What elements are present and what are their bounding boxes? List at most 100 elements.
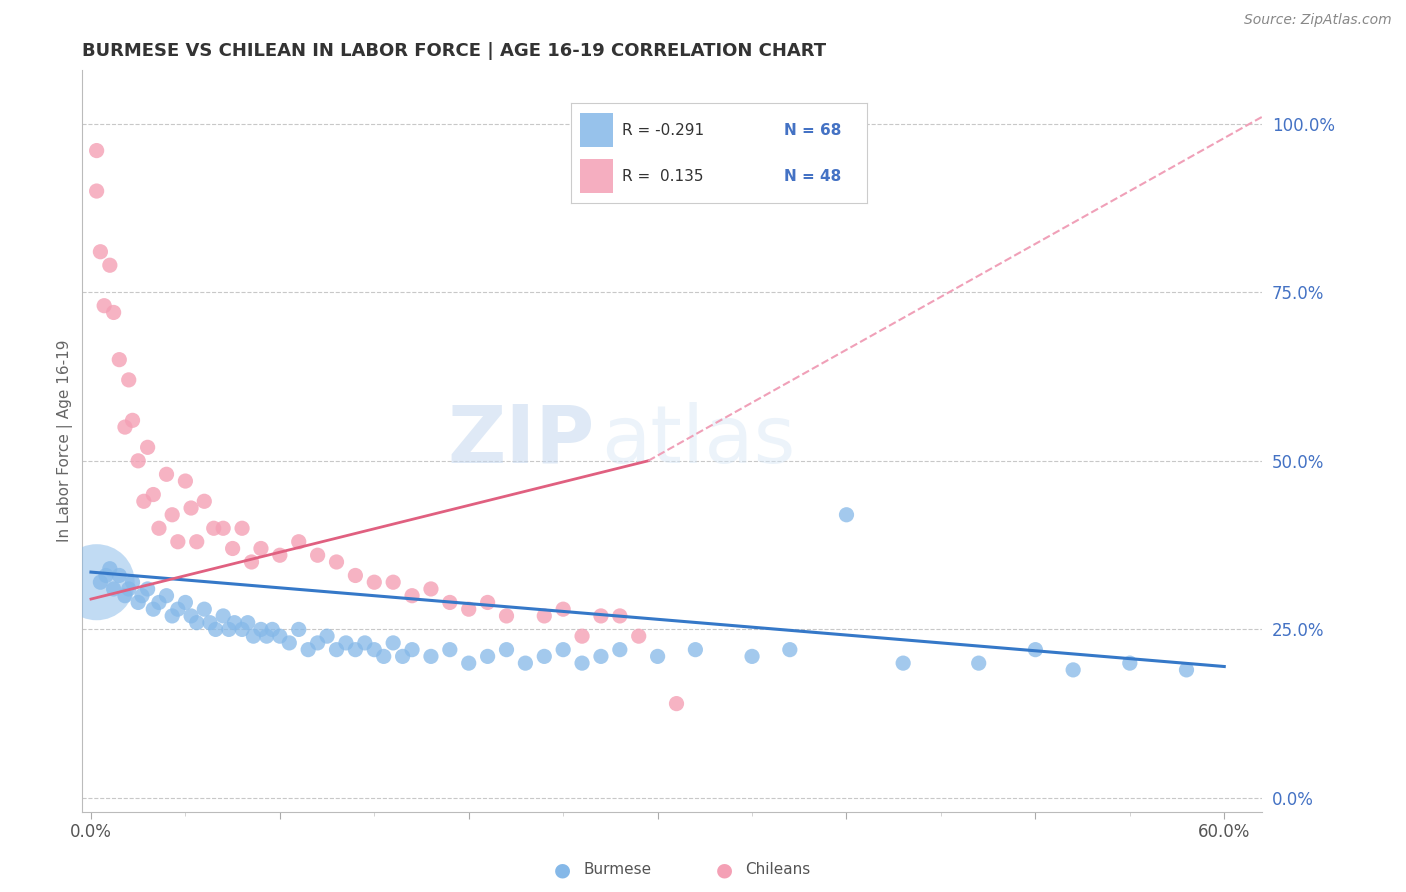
Point <box>363 575 385 590</box>
Point <box>335 636 357 650</box>
Point <box>353 636 375 650</box>
Point <box>401 642 423 657</box>
Point <box>533 609 555 624</box>
Point <box>174 474 197 488</box>
Point <box>221 541 243 556</box>
Point <box>142 487 165 501</box>
Point <box>420 649 443 664</box>
Point <box>231 521 253 535</box>
Point <box>212 521 235 535</box>
Point <box>297 642 319 657</box>
Point <box>307 548 329 562</box>
Point <box>685 642 707 657</box>
Point <box>242 629 264 643</box>
Point <box>382 575 405 590</box>
Point <box>174 595 197 609</box>
Point <box>571 656 593 670</box>
Point <box>553 642 575 657</box>
Point <box>121 413 143 427</box>
Text: BURMESE VS CHILEAN IN LABOR FORCE | AGE 16-19 CORRELATION CHART: BURMESE VS CHILEAN IN LABOR FORCE | AGE … <box>82 42 825 60</box>
Point <box>218 623 240 637</box>
Point <box>457 656 479 670</box>
Text: ●: ● <box>716 860 733 880</box>
Point <box>967 656 990 670</box>
Point <box>94 568 117 582</box>
Point <box>495 609 517 624</box>
Point <box>142 602 165 616</box>
Point <box>439 642 461 657</box>
Point <box>98 562 121 576</box>
Point <box>86 184 108 198</box>
Point <box>250 541 273 556</box>
Point <box>180 609 202 624</box>
Point <box>204 623 226 637</box>
Point <box>287 623 309 637</box>
Point <box>391 649 413 664</box>
Point <box>155 589 177 603</box>
Point <box>103 582 125 596</box>
Point <box>89 575 111 590</box>
Point <box>231 623 253 637</box>
Point <box>166 534 188 549</box>
Point <box>118 582 141 596</box>
Point <box>278 636 301 650</box>
Point <box>533 649 555 664</box>
Point <box>420 582 443 596</box>
Point <box>108 568 131 582</box>
Point <box>571 629 593 643</box>
Point <box>344 642 367 657</box>
Point <box>647 649 669 664</box>
Point <box>136 582 159 596</box>
Y-axis label: In Labor Force | Age 16-19: In Labor Force | Age 16-19 <box>58 339 73 541</box>
Point <box>193 494 215 508</box>
Point <box>212 609 235 624</box>
Point <box>224 615 246 630</box>
Point <box>166 602 188 616</box>
Point <box>325 555 347 569</box>
Point <box>236 615 259 630</box>
Point <box>307 636 329 650</box>
Point <box>131 589 153 603</box>
Point <box>256 629 278 643</box>
Point <box>344 568 367 582</box>
Point <box>180 501 202 516</box>
Point <box>198 615 221 630</box>
Point <box>262 623 284 637</box>
Point <box>477 595 499 609</box>
Point <box>589 649 612 664</box>
Point <box>160 508 183 522</box>
Point <box>589 609 612 624</box>
Point <box>103 305 125 319</box>
Point <box>325 642 347 657</box>
Point <box>457 602 479 616</box>
Point <box>835 508 858 522</box>
Point <box>515 656 537 670</box>
Point <box>741 649 763 664</box>
Point <box>114 589 136 603</box>
Point <box>98 258 121 272</box>
Text: ●: ● <box>554 860 571 880</box>
Point <box>240 555 263 569</box>
Text: Chileans: Chileans <box>745 863 810 877</box>
Point <box>250 623 273 637</box>
Point <box>609 609 631 624</box>
Point <box>118 373 141 387</box>
Point <box>160 609 183 624</box>
Point <box>186 534 208 549</box>
Point <box>202 521 225 535</box>
Point <box>665 697 688 711</box>
Point <box>1024 642 1046 657</box>
Point <box>439 595 461 609</box>
Point <box>186 615 208 630</box>
Point <box>363 642 385 657</box>
Point <box>373 649 395 664</box>
Point <box>1119 656 1142 670</box>
Point <box>114 420 136 434</box>
Point <box>269 629 291 643</box>
Point <box>136 440 159 454</box>
Point <box>108 352 131 367</box>
Point <box>132 494 155 508</box>
Point <box>193 602 215 616</box>
Point <box>155 467 177 482</box>
Point <box>93 299 115 313</box>
